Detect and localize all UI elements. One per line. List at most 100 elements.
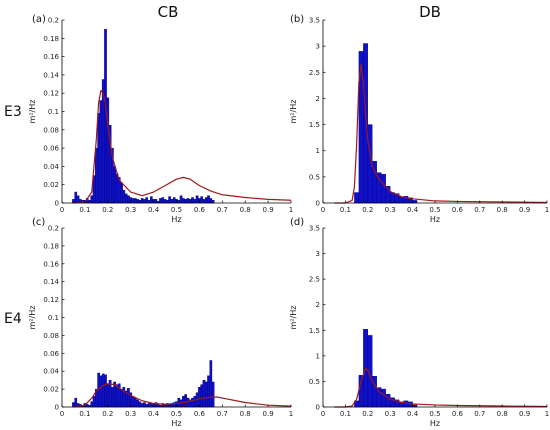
bar bbox=[124, 193, 128, 204]
y-tick-label: 0.04 bbox=[43, 163, 59, 171]
x-tick-label: 0 bbox=[60, 410, 64, 418]
y-tick-label: 0.12 bbox=[43, 90, 59, 98]
y-tick-label: 3 bbox=[316, 43, 320, 51]
bar bbox=[99, 375, 103, 408]
x-tick-label: 0.7 bbox=[217, 410, 228, 418]
bar bbox=[88, 200, 91, 204]
x-tick-label: 0.4 bbox=[407, 206, 419, 214]
x-axis-label: Hz bbox=[430, 215, 440, 224]
y-tick-label: 2 bbox=[316, 301, 320, 309]
bar bbox=[399, 196, 404, 204]
bar bbox=[198, 387, 201, 408]
bar bbox=[381, 174, 386, 204]
y-tick-label: 0.5 bbox=[309, 173, 320, 181]
bar bbox=[143, 199, 146, 204]
x-tick-label: 0.7 bbox=[474, 410, 485, 418]
bar bbox=[200, 196, 204, 204]
fit-curve bbox=[334, 368, 548, 408]
bar bbox=[133, 198, 137, 204]
x-tick-label: 0.6 bbox=[452, 410, 464, 418]
column-title-cb: CB bbox=[158, 3, 179, 21]
x-tick-label: 0 bbox=[321, 410, 325, 418]
bar bbox=[97, 113, 100, 204]
y-tick-label: 1.5 bbox=[309, 327, 320, 335]
y-tick-label: 0.2 bbox=[48, 17, 59, 25]
x-tick-label: 0.8 bbox=[497, 206, 508, 214]
bar bbox=[145, 404, 149, 408]
column-title-db: DB bbox=[419, 3, 441, 21]
bar bbox=[403, 400, 409, 408]
x-tick-label: 1 bbox=[289, 410, 293, 418]
axes: 0 0.1 0.2 0.3 0.4 0.5 0.6 0.7 0.8 0.9 1 0 0.02 0.04 0.… bbox=[43, 225, 293, 419]
x-tick-label: 1 bbox=[545, 206, 549, 214]
bar bbox=[372, 376, 377, 408]
bar bbox=[179, 195, 183, 204]
bar bbox=[204, 381, 208, 408]
y-tick-label: 0 bbox=[316, 200, 320, 208]
panel-label: (c) bbox=[32, 217, 45, 228]
y-tick-label: 0 bbox=[55, 404, 59, 412]
x-tick-label: 0.9 bbox=[519, 206, 530, 214]
panel-a: (a) 0 0.1 0.2 0.3 0.4 0.5 0.6 0.7 0.8 0.9 1 0 0.02 0.0… bbox=[28, 14, 293, 224]
x-tick-label: 0.9 bbox=[263, 410, 274, 418]
y-tick-label: 0.12 bbox=[43, 296, 59, 304]
row-label-e3: E3 bbox=[4, 104, 22, 120]
panel-label: (d) bbox=[290, 217, 304, 228]
bar bbox=[140, 198, 144, 204]
bar bbox=[172, 197, 176, 204]
y-tick-label: 1 bbox=[316, 147, 320, 155]
bar bbox=[138, 401, 142, 408]
bar bbox=[186, 198, 190, 204]
bar bbox=[161, 197, 165, 204]
bar bbox=[211, 381, 215, 408]
y-tick-label: 0.2 bbox=[48, 225, 59, 233]
bar bbox=[193, 396, 197, 408]
x-tick-label: 0.5 bbox=[171, 410, 182, 418]
bar bbox=[188, 199, 192, 204]
bar bbox=[147, 403, 151, 408]
bar bbox=[193, 199, 197, 204]
bar bbox=[149, 403, 153, 408]
y-tick-label: 0.14 bbox=[43, 278, 59, 286]
x-tick-label: 0.1 bbox=[340, 410, 351, 418]
y-tick-label: 0.16 bbox=[43, 53, 59, 61]
y-tick-label: 0.1 bbox=[48, 314, 59, 322]
x-axis-label: Hz bbox=[430, 419, 440, 428]
bar bbox=[207, 375, 210, 408]
bar bbox=[111, 387, 114, 408]
x-tick-label: 0.2 bbox=[102, 206, 113, 214]
bar bbox=[120, 388, 123, 408]
bar bbox=[136, 199, 139, 204]
fit-curve bbox=[73, 89, 292, 204]
bar bbox=[363, 43, 368, 204]
bar bbox=[182, 198, 185, 204]
y-tick-label: 2.5 bbox=[309, 69, 320, 77]
y-tick-label: 0.08 bbox=[43, 126, 59, 134]
x-tick-label: 0.9 bbox=[519, 410, 530, 418]
x-tick-label: 0.2 bbox=[102, 410, 113, 418]
bar bbox=[170, 199, 174, 204]
bar bbox=[104, 374, 107, 408]
bar bbox=[195, 195, 199, 204]
bar bbox=[209, 198, 213, 204]
bar bbox=[131, 396, 135, 408]
bar bbox=[131, 198, 135, 204]
bar bbox=[166, 200, 169, 204]
bar bbox=[184, 394, 187, 408]
bar bbox=[145, 197, 149, 204]
bar bbox=[95, 147, 98, 204]
y-tick-label: 0.08 bbox=[43, 332, 59, 340]
bar bbox=[168, 196, 171, 204]
bar bbox=[122, 189, 126, 204]
x-tick-label: 0.4 bbox=[407, 410, 419, 418]
x-tick-label: 0.7 bbox=[474, 206, 485, 214]
y-tick-label: 0.1 bbox=[48, 108, 59, 116]
bar bbox=[147, 200, 151, 204]
bar bbox=[99, 100, 103, 204]
y-tick-label: 0.18 bbox=[43, 242, 59, 250]
x-tick-label: 0.5 bbox=[171, 206, 182, 214]
y-tick-label: 2.5 bbox=[309, 276, 320, 284]
x-tick-label: 0.3 bbox=[385, 410, 396, 418]
x-tick-label: 0.5 bbox=[429, 410, 440, 418]
